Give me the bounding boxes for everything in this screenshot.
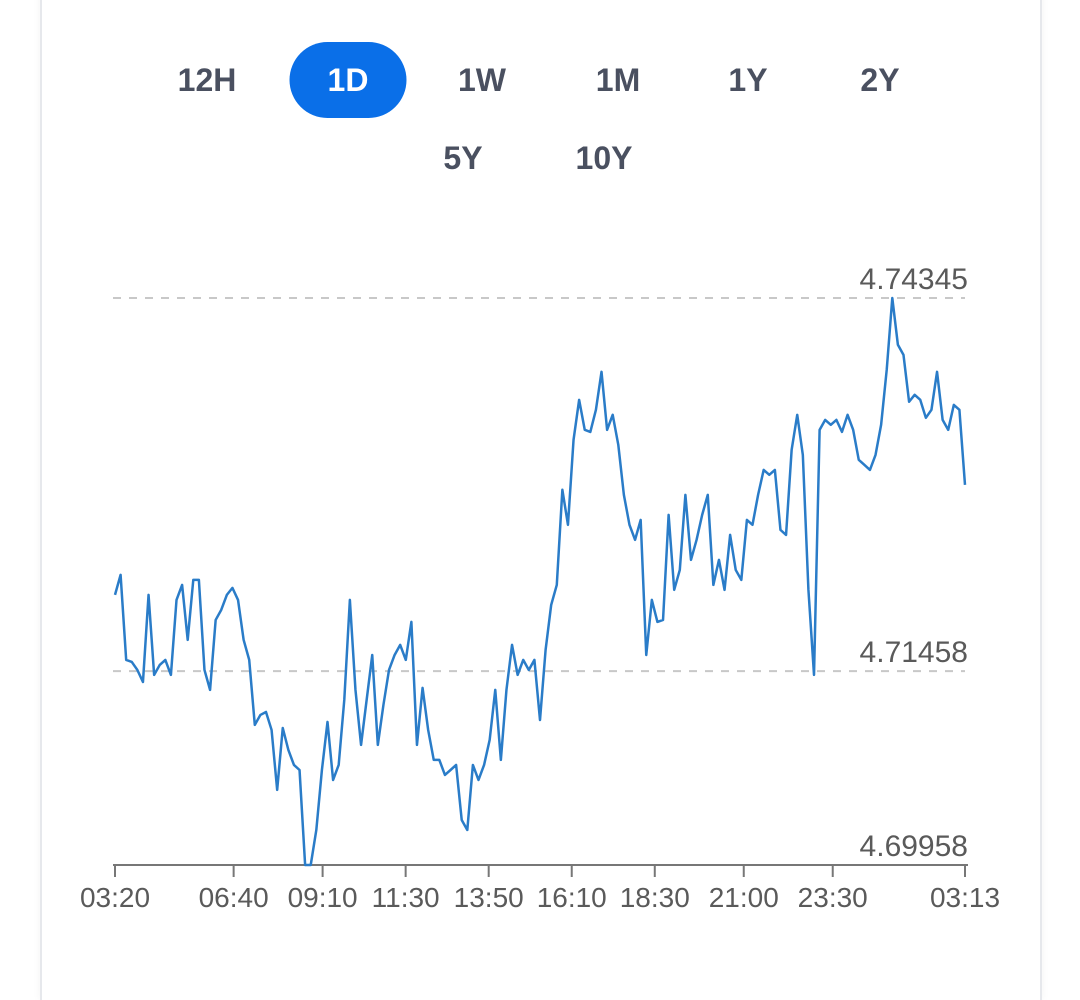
x-tick-label: 06:40 (199, 882, 269, 913)
x-tick-label: 09:10 (288, 882, 358, 913)
range-tab[interactable]: 1M (595, 62, 641, 98)
x-tick-label: 03:13 (930, 882, 1000, 913)
y-tick-label: 4.71458 (860, 636, 968, 669)
y-tick-label: 4.74345 (860, 263, 968, 296)
card (40, 0, 1042, 1000)
price-line (113, 296, 967, 867)
x-tick-label: 03:20 (80, 882, 150, 913)
range-tab[interactable]: 1W (458, 62, 506, 98)
range-tab[interactable]: 5Y (443, 140, 483, 176)
x-tick-label: 11:30 (372, 882, 440, 913)
x-tick-label: 16:10 (537, 882, 607, 913)
range-tab[interactable]: 12H (177, 62, 237, 98)
x-tick-label: 18:30 (620, 882, 690, 913)
range-tab[interactable]: 1Y (728, 62, 768, 98)
y-tick-label: 4.69958 (860, 830, 968, 863)
range-tab[interactable]: 2Y (860, 62, 900, 98)
x-tick-label: 23:30 (798, 882, 868, 913)
range-tab[interactable]: 1D (289, 42, 407, 118)
range-tab[interactable]: 10Y (575, 140, 633, 176)
x-tick-label: 21:00 (709, 882, 779, 913)
x-tick-label: 13:50 (454, 882, 524, 913)
